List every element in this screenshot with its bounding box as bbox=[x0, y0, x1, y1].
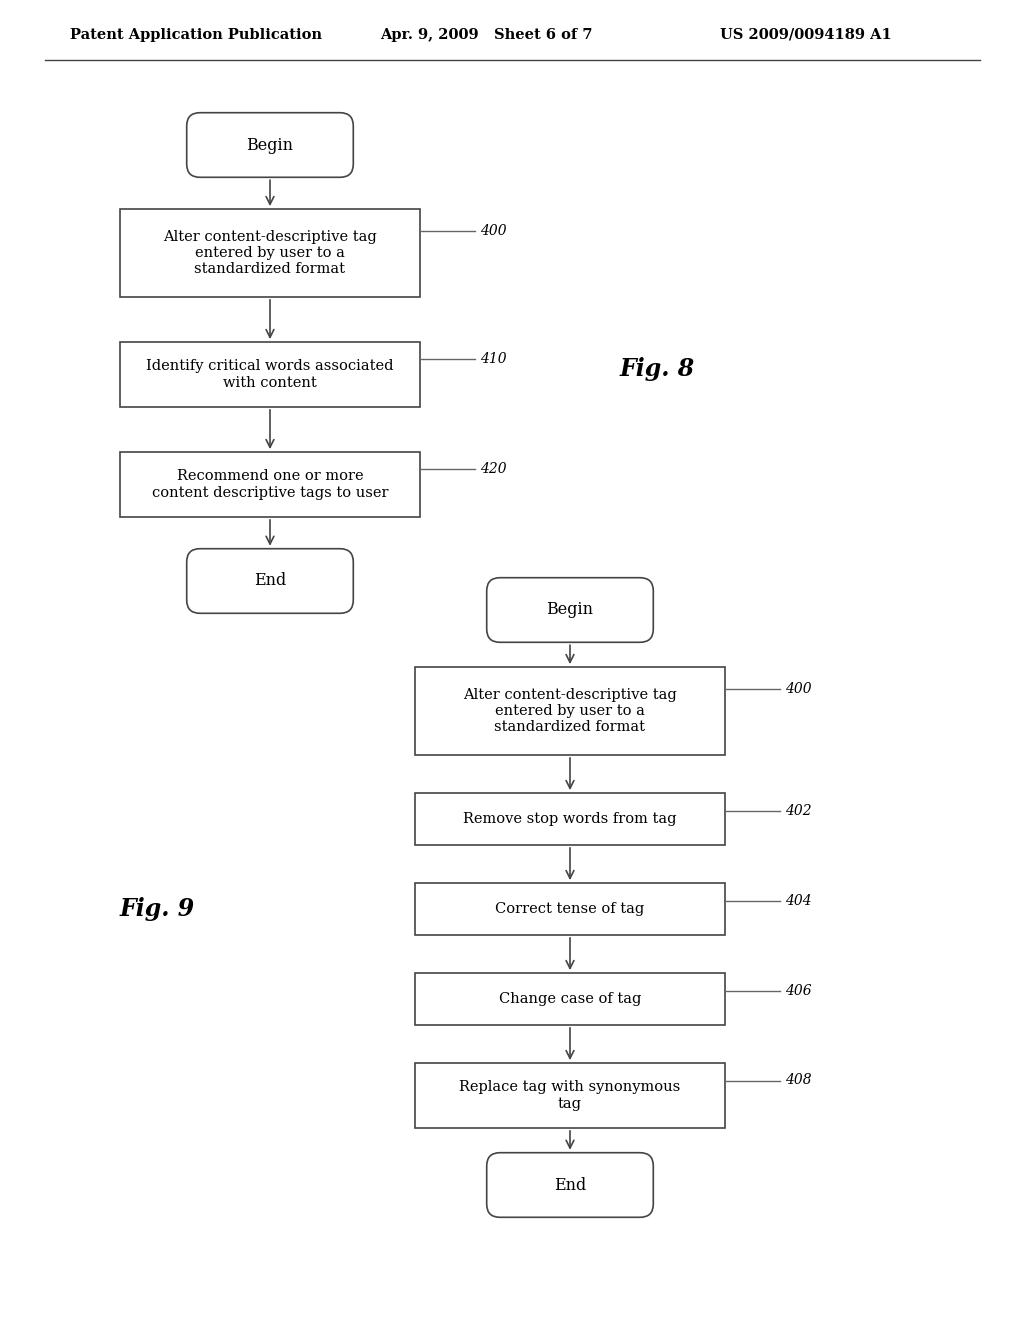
FancyBboxPatch shape bbox=[486, 578, 653, 643]
Text: 402: 402 bbox=[785, 804, 812, 818]
Text: Change case of tag: Change case of tag bbox=[499, 993, 641, 1006]
Text: 404: 404 bbox=[785, 894, 812, 908]
Text: Fig. 9: Fig. 9 bbox=[120, 898, 196, 921]
Text: Begin: Begin bbox=[247, 136, 294, 153]
Text: 400: 400 bbox=[480, 224, 507, 238]
Text: 406: 406 bbox=[785, 983, 812, 998]
Text: 408: 408 bbox=[785, 1073, 812, 1088]
FancyBboxPatch shape bbox=[415, 973, 725, 1026]
Text: 420: 420 bbox=[480, 462, 507, 477]
Text: US 2009/0094189 A1: US 2009/0094189 A1 bbox=[720, 28, 892, 42]
Text: Begin: Begin bbox=[547, 602, 594, 619]
Text: Recommend one or more
content descriptive tags to user: Recommend one or more content descriptiv… bbox=[152, 470, 388, 499]
Text: 410: 410 bbox=[480, 352, 507, 367]
FancyBboxPatch shape bbox=[120, 342, 420, 407]
FancyBboxPatch shape bbox=[120, 451, 420, 517]
Text: Replace tag with synonymous
tag: Replace tag with synonymous tag bbox=[460, 1080, 681, 1110]
FancyBboxPatch shape bbox=[186, 112, 353, 177]
FancyBboxPatch shape bbox=[120, 209, 420, 297]
Text: Remove stop words from tag: Remove stop words from tag bbox=[463, 812, 677, 826]
Text: Fig. 8: Fig. 8 bbox=[620, 358, 695, 381]
Text: Correct tense of tag: Correct tense of tag bbox=[496, 902, 645, 916]
Text: Identify critical words associated
with content: Identify critical words associated with … bbox=[146, 359, 394, 389]
FancyBboxPatch shape bbox=[415, 1063, 725, 1129]
Text: End: End bbox=[254, 573, 286, 590]
Text: 400: 400 bbox=[785, 682, 812, 696]
Text: End: End bbox=[554, 1176, 586, 1193]
FancyBboxPatch shape bbox=[486, 1152, 653, 1217]
FancyBboxPatch shape bbox=[415, 667, 725, 755]
FancyBboxPatch shape bbox=[415, 793, 725, 845]
Text: Alter content-descriptive tag
entered by user to a
standardized format: Alter content-descriptive tag entered by… bbox=[163, 230, 377, 276]
Text: Apr. 9, 2009   Sheet 6 of 7: Apr. 9, 2009 Sheet 6 of 7 bbox=[380, 28, 593, 42]
FancyBboxPatch shape bbox=[186, 549, 353, 614]
FancyBboxPatch shape bbox=[415, 883, 725, 935]
Text: Patent Application Publication: Patent Application Publication bbox=[70, 28, 322, 42]
Text: Alter content-descriptive tag
entered by user to a
standardized format: Alter content-descriptive tag entered by… bbox=[463, 688, 677, 734]
